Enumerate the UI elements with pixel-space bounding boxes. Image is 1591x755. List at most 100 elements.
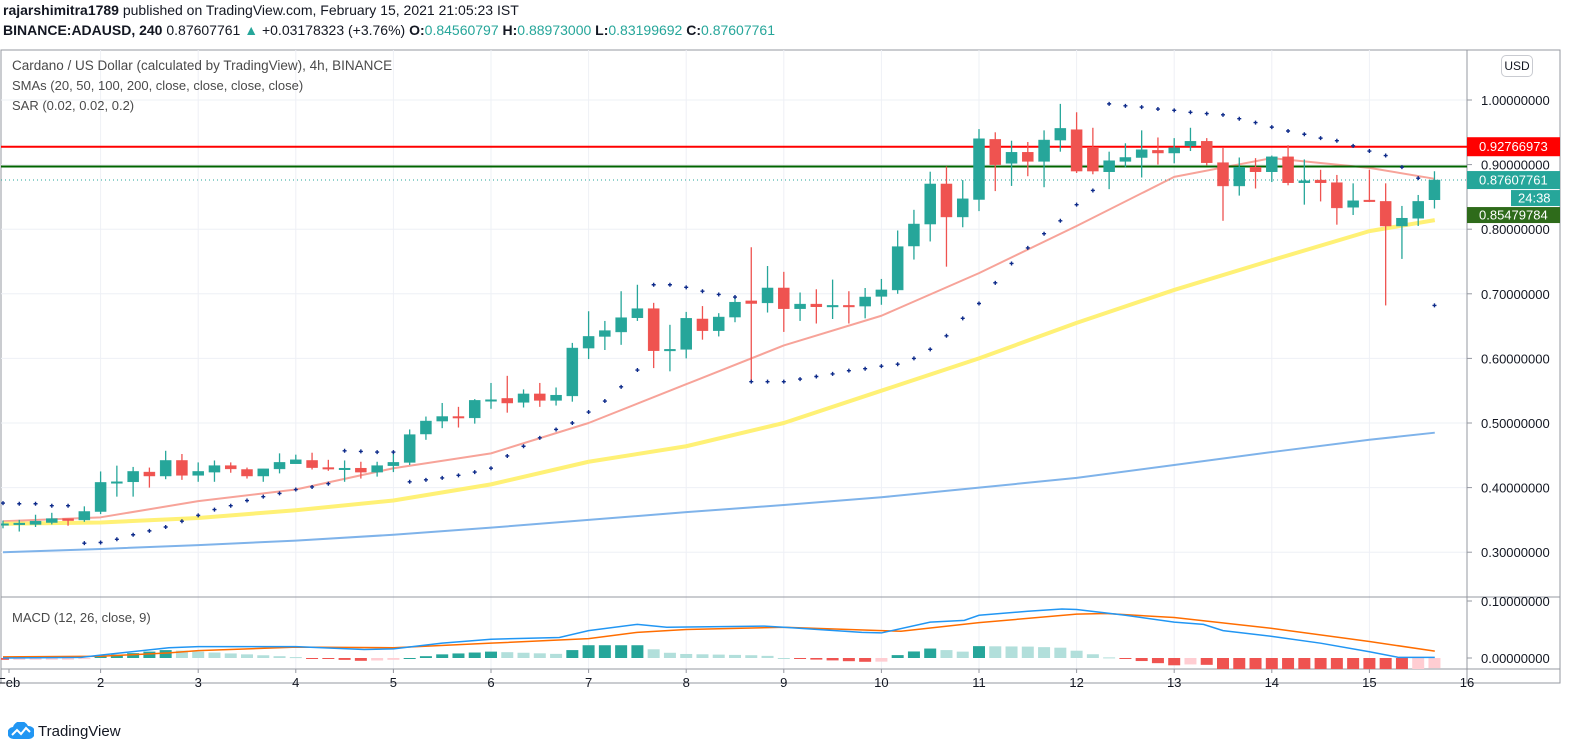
candle-body — [159, 460, 172, 477]
candle-body — [1070, 129, 1083, 172]
high-label: H: — [502, 22, 518, 38]
author-name[interactable]: rajarshimitra1789 — [3, 2, 119, 18]
macd-histogram-bar — [826, 658, 839, 661]
sar-dot — [49, 503, 54, 508]
macd-histogram-bar — [224, 653, 237, 658]
sar-dot — [82, 541, 87, 546]
sar-dot — [423, 477, 428, 482]
sar-dot — [765, 379, 770, 384]
sar-dot — [521, 444, 526, 449]
candle-body — [1282, 156, 1294, 183]
macd-histogram-bar — [680, 653, 693, 658]
candle-body — [989, 139, 1002, 165]
candle-body — [631, 308, 644, 318]
candle-body — [940, 183, 953, 218]
macd-histogram-bar — [1119, 658, 1132, 659]
macd-histogram-bar — [1054, 647, 1067, 658]
price-change: +0.03178323 (+3.76%) — [261, 22, 406, 38]
macd-histogram-bar — [175, 650, 188, 658]
time-axis-label: 11 — [972, 675, 986, 690]
sar-dot — [1302, 132, 1307, 137]
price-axis-label: 0.80000000 — [1481, 222, 1550, 237]
candle-body — [712, 316, 725, 331]
macd-histogram-bar — [1021, 646, 1034, 658]
time-axis-label: 2 — [97, 675, 104, 690]
candle-body — [1168, 147, 1180, 154]
macd-histogram-bar — [631, 645, 644, 658]
sar-dot — [1253, 120, 1258, 125]
sar-dot — [619, 384, 624, 389]
chart-title-legend[interactable]: Cardano / US Dollar (calculated by Tradi… — [12, 58, 393, 73]
symbol-info: BINANCE:ADAUSD, 240 0.87607761 ▲ +0.0317… — [3, 22, 775, 38]
currency-button[interactable]: USD — [1501, 55, 1533, 77]
macd-histogram-bar — [777, 658, 790, 659]
candle-body — [1249, 166, 1262, 172]
macd-histogram-bar — [1086, 654, 1099, 658]
sar-dot — [196, 513, 201, 518]
sar-dot — [440, 475, 445, 480]
sma-line-sma-long — [2, 431, 1435, 554]
sar-legend[interactable]: SAR (0.02, 0.02, 0.2) — [12, 98, 135, 113]
macd-histogram-bar — [989, 646, 1002, 658]
sar-dot — [667, 282, 672, 287]
macd-histogram-bar — [78, 658, 91, 660]
low-value: 0.83199692 — [608, 22, 683, 38]
sar-dot — [863, 366, 868, 371]
sar-dot — [602, 399, 607, 404]
macd-legend[interactable]: MACD (12, 26, close, 9) — [12, 610, 151, 625]
sar-dot — [1318, 136, 1323, 141]
price-axis-label: 0.30000000 — [1481, 545, 1550, 560]
sar-dot — [749, 379, 754, 384]
price-axis-label: 1.00000000 — [1481, 93, 1550, 108]
candle-body — [1314, 179, 1327, 183]
candle-body — [224, 465, 237, 470]
sar-dot — [179, 519, 184, 524]
sar-dot — [570, 421, 575, 425]
sar-dot — [1025, 245, 1030, 250]
candle-body — [176, 460, 188, 476]
last-price: 0.87607761 — [166, 22, 241, 38]
sar-dot — [375, 450, 380, 455]
candle-body — [1217, 162, 1229, 187]
macd-histogram-bar — [1298, 658, 1311, 669]
candle-body — [1428, 179, 1441, 200]
macd-histogram-bar — [729, 654, 741, 658]
macd-histogram-bar — [1151, 658, 1164, 664]
support-price-label-bg — [1467, 207, 1560, 224]
countdown-label: 24:38 — [1518, 191, 1551, 206]
resistance-price-label: 0.92766973 — [1479, 139, 1548, 154]
candle-body — [566, 347, 579, 397]
macd-histogram-bar — [973, 646, 985, 658]
time-axis-label: 7 — [585, 675, 592, 690]
candle-body — [1379, 201, 1392, 227]
sar-dot — [245, 498, 249, 503]
time-axis-label: 5 — [390, 675, 397, 690]
macd-histogram-bar — [62, 658, 75, 660]
macd-histogram-bar — [1200, 658, 1213, 665]
candle-body — [908, 223, 920, 247]
candle-body — [891, 246, 904, 291]
countdown-label-bg — [1511, 190, 1560, 207]
sar-dot — [1123, 103, 1128, 108]
macd-histogram-bar — [45, 658, 58, 660]
candle-body — [355, 467, 367, 473]
sar-dot — [310, 484, 315, 489]
candle-body — [1200, 141, 1213, 163]
sar-dot — [1237, 116, 1242, 121]
macd-pane — [1, 608, 1441, 669]
sar-dot — [1221, 112, 1225, 117]
sma-legend[interactable]: SMAs (20, 50, 100, 200, close, close, cl… — [12, 78, 304, 93]
tradingview-logo[interactable]: TradingView — [8, 722, 121, 740]
candle-body — [1363, 199, 1376, 202]
sar-dot — [537, 435, 542, 440]
candle-body — [924, 183, 936, 225]
close-value: 0.87607761 — [701, 22, 775, 38]
macd-histogram-bar — [859, 658, 872, 662]
candle-body — [729, 301, 741, 318]
macd-histogram-bar — [810, 658, 823, 660]
sar-dot — [635, 368, 640, 373]
macd-histogram-bar — [354, 658, 367, 661]
macd-histogram-bar — [598, 645, 611, 658]
time-axis-label: 3 — [195, 675, 202, 690]
